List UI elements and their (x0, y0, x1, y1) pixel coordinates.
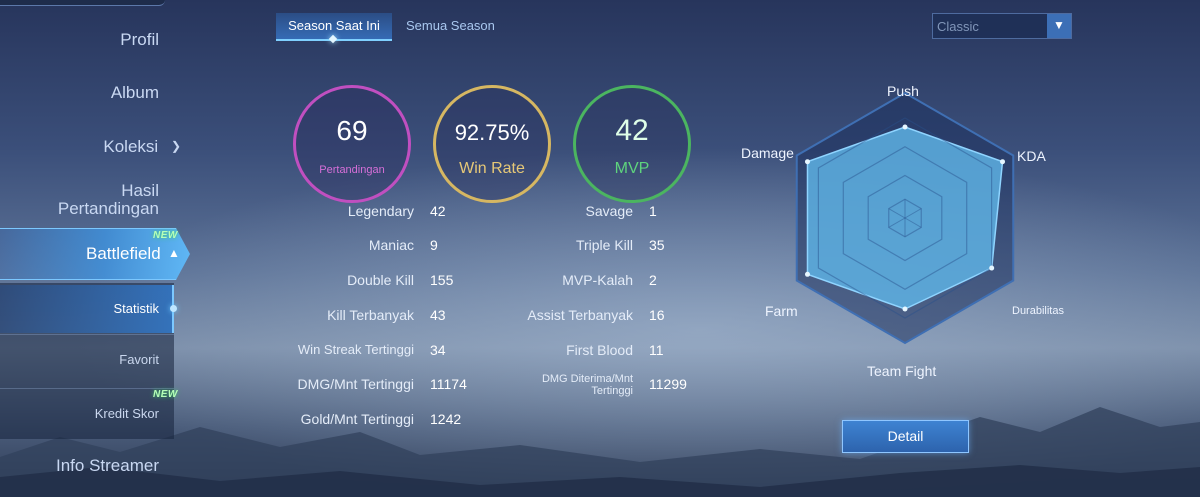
mvp-label: MVP (614, 160, 650, 177)
mvp-value: 42 (615, 114, 649, 147)
detail-button[interactable]: Detail (842, 420, 969, 453)
radar-svg (795, 91, 1015, 345)
sidebar-item-battlefield-label: Battlefield (86, 244, 161, 263)
new-badge: NEW (153, 389, 178, 400)
radar-axis-label: Damage (741, 145, 794, 161)
radar-chart: Push KDA Durabilitas Team Fight Farm Dam… (735, 80, 1075, 390)
stat-value: 16 (649, 307, 665, 323)
submenu-item-statistik-label: Statistik (113, 301, 159, 316)
chevron-down-icon: ❯ (170, 139, 181, 153)
stat-label: Maniac (368, 237, 414, 253)
submenu-item-favorit[interactable]: Favorit (119, 352, 159, 367)
radar-point (804, 159, 810, 165)
stat-label: First Blood (566, 342, 633, 358)
mode-select-value: Classic (937, 19, 979, 34)
radar-point (989, 265, 995, 271)
mode-select[interactable]: Classic ▼ (932, 13, 1072, 39)
radar-spoke (904, 208, 922, 219)
stat-label: MVP-Kalah (562, 272, 633, 288)
radar-grid-hexagon (842, 146, 968, 290)
stat-value: 1 (649, 203, 657, 219)
divider (0, 388, 174, 389)
sidebar-item-info-streamer[interactable]: Info Streamer (56, 456, 159, 475)
stat-label: DMG/Mnt Tertinggi (297, 376, 414, 392)
stat-label: Assist Terbanyak (527, 307, 633, 323)
tab-semua-season[interactable]: Semua Season (406, 18, 495, 33)
top-tab-edge (0, 0, 165, 6)
stat-value: 11299 (649, 376, 687, 392)
stat-label: Double Kill (347, 272, 414, 288)
stat-value: 9 (430, 237, 438, 253)
stat-value: 35 (649, 237, 665, 253)
submenu-item-kredit-skor[interactable]: Kredit Skor (94, 406, 159, 421)
stat-value: 42 (430, 203, 446, 219)
stat-label: Savage (585, 203, 633, 219)
radar-point (902, 306, 908, 312)
radar-grid-hexagon (867, 174, 943, 262)
radar-grid-hexagon (888, 198, 922, 238)
radar-point (804, 271, 810, 277)
sidebar-item-koleksi[interactable]: Koleksi ❯ (103, 137, 181, 156)
radar-grid-hexagon (817, 117, 993, 319)
sidebar-item-battlefield[interactable] (0, 228, 190, 280)
sidebar-item-profil[interactable]: Profil (120, 30, 159, 49)
matches-circle: 69 Pertandingan (293, 85, 411, 203)
stat-value: 43 (430, 307, 446, 323)
radar-spoke (888, 217, 906, 228)
radar-axis-label: Team Fight (867, 363, 937, 379)
radar-spoke (904, 217, 922, 228)
stat-value: 11 (649, 342, 664, 358)
radar-axis-label: KDA (1017, 148, 1046, 164)
stat-label: DMG Diterima/Mnt Tertinggi (541, 373, 633, 397)
radar-point (1000, 159, 1006, 165)
matches-label: Pertandingan (319, 164, 385, 176)
divider (0, 334, 174, 335)
sidebar-item-album[interactable]: Album (110, 83, 159, 102)
stat-value: 11174 (430, 376, 467, 392)
stat-value: 1242 (430, 411, 462, 427)
matches-value: 69 (336, 115, 368, 146)
radar-axis-label: Durabilitas (1012, 305, 1064, 317)
stat-label: Legendary (347, 203, 414, 219)
win-rate-value: 92.75% (454, 120, 530, 145)
background-mountains (0, 377, 1200, 497)
stat-value: 34 (430, 342, 446, 358)
radar-axis-label: Push (887, 83, 919, 99)
chevron-up-icon: ▲ (168, 246, 180, 260)
submenu-item-statistik[interactable] (0, 285, 174, 333)
sidebar: Profil Album Koleksi ❯ Hasil Pertandinga… (0, 0, 195, 497)
radar-axis-label: Farm (765, 303, 798, 319)
stat-label: Gold/Mnt Tertinggi (300, 411, 414, 427)
radar-spoke (888, 208, 906, 219)
stat-label: Triple Kill (575, 237, 633, 253)
win-rate-circle: 92.75% Win Rate (433, 85, 551, 203)
stat-value: 155 (430, 272, 454, 288)
radar-point (902, 124, 908, 130)
chevron-down-icon[interactable]: ▼ (1047, 14, 1071, 38)
stat-label: Win Streak Tertinggi (297, 342, 414, 357)
stat-value: 2 (649, 272, 657, 288)
sidebar-item-hasil-pertandingan[interactable]: Hasil Pertandingan (57, 181, 159, 218)
stat-label: Kill Terbanyak (327, 307, 414, 323)
win-rate-label: Win Rate (459, 160, 525, 177)
mvp-circle: 42 MVP (573, 85, 691, 203)
active-indicator-dot (170, 305, 177, 312)
new-badge: NEW (153, 230, 178, 241)
